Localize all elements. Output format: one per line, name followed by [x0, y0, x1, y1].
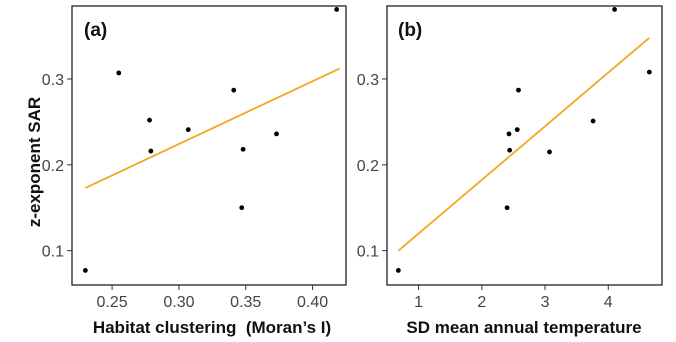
- panel-b-x-tick-label: 1: [414, 294, 423, 311]
- panel-b-data-point: [590, 118, 596, 124]
- panel-b-x-axis-label: SD mean annual temperature: [406, 318, 641, 337]
- panel-b-data-point: [507, 147, 513, 153]
- panel-a-x-tick-label: 0.30: [163, 294, 194, 311]
- panel-a-x-ticks: 0.25 0.30 0.35 0.40: [97, 285, 328, 311]
- panel-b-data-point: [504, 205, 510, 211]
- panel-b-y-tick-label: 0.3: [357, 72, 379, 89]
- panel-a-data-point: [148, 148, 154, 154]
- panel-a-x-tick-label: 0.35: [230, 294, 261, 311]
- panel-a-data-point: [334, 7, 340, 12]
- panel-a-data-point: [274, 131, 279, 137]
- panel-b-data-point: [516, 87, 521, 93]
- panel-a-y-tick-label: 0.3: [42, 72, 64, 89]
- panel-a-data-point: [82, 268, 88, 273]
- panel-a-y-tick-label: 0.1: [42, 244, 64, 261]
- panel-b-data-point: [547, 149, 552, 155]
- panel-a-label: (a): [84, 20, 107, 41]
- panel-b-data-point: [646, 69, 652, 75]
- panel-a-y-ticks: 0.1 0.2 0.3: [42, 72, 72, 261]
- panel-a-points: [82, 7, 340, 273]
- panel-a-data-point: [185, 127, 191, 133]
- panel-b-data-point: [506, 131, 512, 137]
- panel-a: (a) 0.1 0.2 0.3 0.25 0.30 0.35 0.40 Habitat c…: [42, 5, 347, 337]
- panel-b-data-point: [514, 127, 520, 133]
- panel-b-x-tick-label: 2: [477, 294, 486, 311]
- panel-b-x-tick-label: 4: [604, 294, 613, 311]
- panel-b-points: [395, 7, 652, 273]
- panel-b-y-tick-label: 0.2: [357, 158, 379, 175]
- panel-a-fit-line: [84, 67, 340, 189]
- panel-a-data-point: [116, 70, 122, 76]
- panel-a-data-point: [240, 146, 246, 152]
- panel-b-x-ticks: 1 2 3 4: [414, 285, 613, 311]
- y-axis-label: z-exponent SAR: [25, 97, 44, 227]
- panel-b: (b) 0.1 0.2 0.3 1 2 3 4 SD mean annual temper…: [357, 5, 663, 337]
- panel-a-data-point: [147, 117, 152, 123]
- panel-b-fit-line: [397, 37, 650, 252]
- panel-b-data-point: [395, 268, 401, 273]
- panel-a-x-tick-label: 0.25: [97, 294, 128, 311]
- panel-a-y-tick-label: 0.2: [42, 158, 64, 175]
- panel-a-data-point: [239, 205, 245, 211]
- panel-b-label: (b): [398, 20, 422, 41]
- panel-a-x-axis-label: Habitat clustering (Moran’s I): [93, 318, 331, 337]
- panel-a-data-point: [231, 87, 237, 93]
- panel-a-x-tick-label: 0.40: [297, 294, 328, 311]
- panel-b-x-tick-label: 3: [541, 294, 550, 311]
- panel-b-frame: [386, 5, 663, 286]
- panel-b-y-ticks: 0.1 0.2 0.3: [357, 72, 387, 261]
- panel-b-data-point: [612, 7, 617, 12]
- panel-b-y-tick-label: 0.1: [357, 244, 379, 261]
- panel-a-frame: [71, 5, 347, 286]
